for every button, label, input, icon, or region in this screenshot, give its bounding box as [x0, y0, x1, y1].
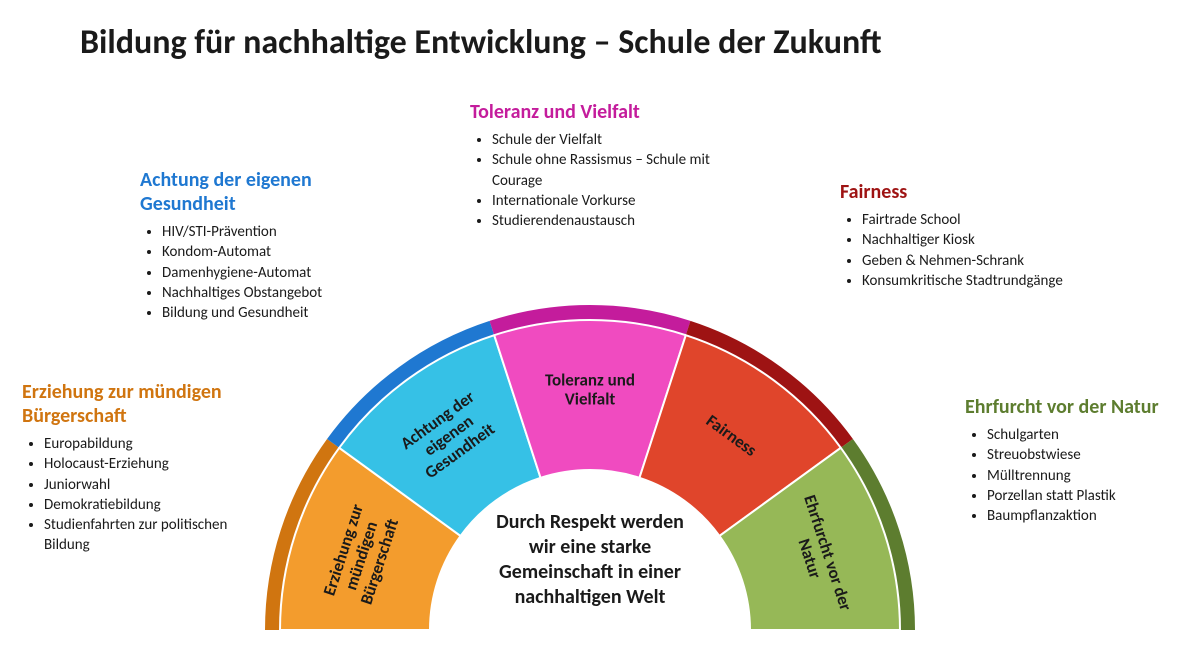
info-heading-fairness: Fairness [840, 180, 1120, 204]
center-line-4: nachhaltigen Welt [515, 585, 666, 609]
list-item: Holocaust-Erziehung [44, 454, 242, 474]
info-heading-gesundheit: Achtung der eigenen Gesundheit [140, 168, 390, 216]
list-item: Bildung und Gesundheit [162, 303, 390, 323]
info-heading-erziehung: Erziehung zur mündigen Bürgerschaft [22, 380, 242, 428]
list-item: Internationale Vorkurse [492, 191, 730, 211]
center-line-3: Gemeinschaft in einer [499, 560, 681, 584]
info-block-fairness: Fairness Fairtrade SchoolNachhaltiger Kio… [840, 180, 1120, 291]
list-item: Nachhaltiger Kiosk [862, 230, 1120, 250]
list-item: Demokratiebildung [44, 495, 242, 515]
list-item: Schulgarten [987, 425, 1175, 445]
list-item: Fairtrade School [862, 210, 1120, 230]
list-item: Baumpflanzaktion [987, 506, 1175, 526]
info-list-toleranz: Schule der VielfaltSchule ohne Rassismus… [470, 130, 730, 231]
list-item: Studienfahrten zur politischen Bildung [44, 515, 242, 556]
center-line-2: wir eine starke [529, 535, 651, 559]
list-item: Juniorwahl [44, 475, 242, 495]
list-item: Streuobstwiese [987, 445, 1175, 465]
info-block-gesundheit: Achtung der eigenen Gesundheit HIV/STI-Pr… [140, 168, 390, 323]
list-item: Schule der Vielfalt [492, 130, 730, 150]
info-list-fairness: Fairtrade SchoolNachhaltiger KioskGeben … [840, 210, 1120, 291]
list-item: Schule ohne Rassismus – Schule mit Coura… [492, 150, 730, 191]
info-block-toleranz: Toleranz und Vielfalt Schule der Vielfalt… [470, 100, 730, 231]
info-list-erziehung: EuropabildungHolocaust-ErziehungJuniorwa… [22, 434, 242, 556]
list-item: Studierendenaustausch [492, 211, 730, 231]
list-item: Europabildung [44, 434, 242, 454]
center-caption: Durch Respekt werden wir eine starke Gem… [440, 510, 740, 610]
info-block-erziehung: Erziehung zur mündigen Bürgerschaft Europ… [22, 380, 242, 556]
center-line-1: Durch Respekt werden [496, 510, 684, 534]
list-item: Nachhaltiges Obstangebot [162, 283, 390, 303]
info-list-gesundheit: HIV/STI-PräventionKondom-AutomatDamenhyg… [140, 222, 390, 323]
info-block-natur: Ehrfurcht vor der Natur SchulgartenStreuo… [965, 395, 1175, 526]
list-item: Damenhygiene-Automat [162, 263, 390, 283]
list-item: Kondom-Automat [162, 242, 390, 262]
list-item: Konsumkritische Stadtrundgänge [862, 271, 1120, 291]
list-item: Porzellan statt Plastik [987, 486, 1175, 506]
list-item: HIV/STI-Prävention [162, 222, 390, 242]
info-heading-toleranz: Toleranz und Vielfalt [470, 100, 730, 124]
list-item: Mülltrennung [987, 466, 1175, 486]
info-list-natur: SchulgartenStreuobstwieseMülltrennungPor… [965, 425, 1175, 526]
list-item: Geben & Nehmen-Schrank [862, 251, 1120, 271]
info-heading-natur: Ehrfurcht vor der Natur [965, 395, 1175, 419]
